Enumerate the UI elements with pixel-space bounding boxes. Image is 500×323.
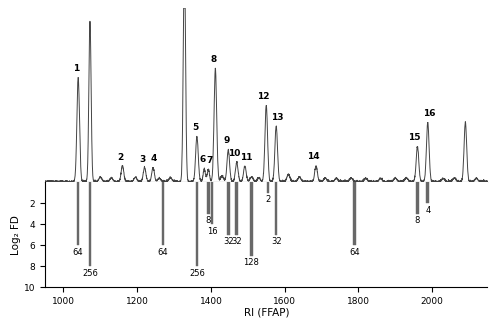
Text: 32: 32: [232, 237, 242, 246]
Text: 64: 64: [350, 248, 360, 257]
Bar: [354, 182, 356, 245]
Text: 9: 9: [224, 136, 230, 145]
Text: 13: 13: [271, 113, 283, 122]
Bar: [426, 182, 429, 203]
Bar: [227, 182, 230, 235]
Bar: [250, 182, 253, 256]
Bar: [196, 182, 198, 266]
Text: 10: 10: [228, 149, 240, 158]
Text: 15: 15: [408, 133, 420, 142]
Text: 11: 11: [240, 153, 252, 162]
Text: 256: 256: [82, 269, 98, 278]
Text: 256: 256: [189, 269, 205, 278]
Text: 64: 64: [73, 248, 84, 257]
Text: 3: 3: [140, 154, 146, 163]
Text: 8: 8: [206, 216, 211, 225]
Bar: [211, 182, 214, 224]
Text: 5: 5: [192, 123, 198, 132]
Text: 8: 8: [414, 216, 420, 225]
Y-axis label: Log₂ FD: Log₂ FD: [11, 215, 21, 255]
Bar: [236, 182, 238, 235]
Text: 6: 6: [200, 155, 205, 164]
Bar: [162, 182, 164, 245]
Bar: [77, 182, 80, 245]
Text: 16: 16: [206, 227, 218, 236]
Text: 64: 64: [158, 248, 168, 257]
Text: 32: 32: [271, 237, 281, 246]
Text: 4: 4: [151, 154, 158, 163]
Text: 1: 1: [73, 64, 79, 73]
Bar: [88, 182, 92, 266]
X-axis label: RI (FFAP): RI (FFAP): [244, 307, 289, 318]
Text: 12: 12: [258, 92, 270, 101]
Bar: [267, 182, 270, 193]
Text: 2: 2: [118, 153, 124, 162]
Text: 14: 14: [308, 152, 320, 161]
Text: 4: 4: [425, 206, 430, 215]
Bar: [207, 182, 210, 214]
Bar: [275, 182, 278, 235]
Text: 128: 128: [244, 258, 260, 267]
Text: 32: 32: [223, 237, 234, 246]
Text: 8: 8: [210, 55, 216, 64]
Text: 16: 16: [422, 109, 435, 119]
Bar: [416, 182, 418, 214]
Text: 2: 2: [266, 195, 270, 204]
Text: 7: 7: [206, 156, 212, 165]
